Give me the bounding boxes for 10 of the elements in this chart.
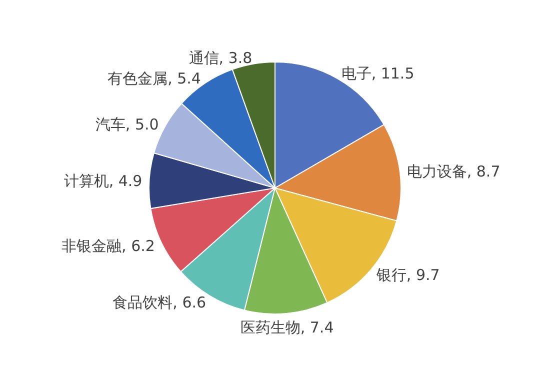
slice-label: 非银金融, 6.2	[62, 237, 155, 256]
slice-label: 汽车, 5.0	[95, 115, 159, 134]
slice-label: 有色金属, 5.4	[108, 70, 201, 88]
slice-label: 电力设备, 8.7	[406, 162, 500, 181]
slice-label: 银行, 9.7	[375, 266, 440, 284]
slice-label: 计算机, 4.9	[64, 172, 142, 190]
slice-label: 食品饮料, 6.6	[112, 294, 206, 312]
slice-label: 通信, 3.8	[188, 48, 252, 67]
slice-label: 医药生物, 7.4	[240, 318, 334, 336]
slice-label: 电子, 11.5	[341, 64, 414, 83]
